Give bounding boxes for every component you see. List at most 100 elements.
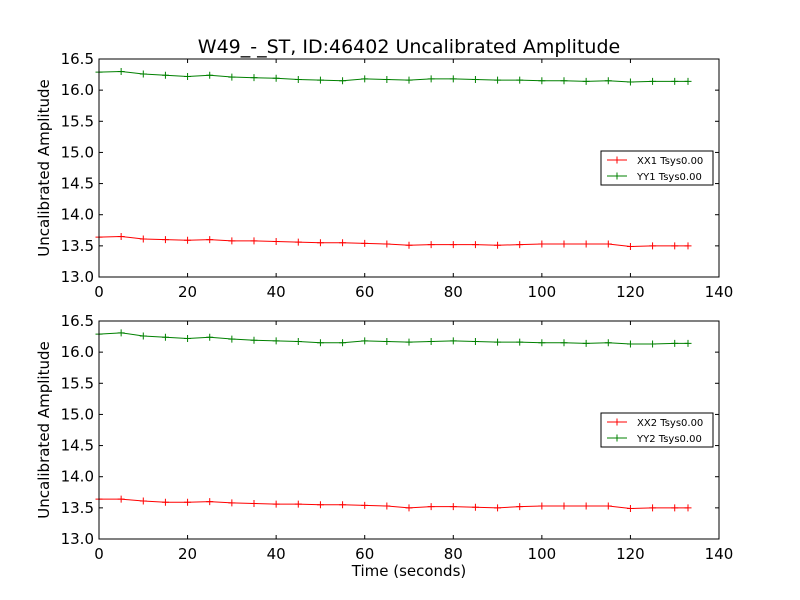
data-point: [494, 76, 502, 84]
data-point: [449, 241, 457, 249]
x-tick-label: 60: [355, 283, 374, 301]
y-tick-label: 13.0: [61, 268, 94, 286]
legend: XX1 Tsys0.00 YY1 Tsys0.00: [600, 150, 714, 186]
data-point: [161, 71, 169, 79]
data-point: [250, 237, 258, 245]
data-point: [604, 77, 612, 85]
data-point: [604, 339, 612, 347]
legend-label: XX1 Tsys0.00: [637, 156, 703, 167]
data-point: [560, 339, 568, 347]
data-point: [405, 338, 413, 346]
data-point: [117, 329, 125, 337]
x-tick-label: 40: [267, 545, 286, 563]
data-point: [427, 241, 435, 249]
data-point: [339, 339, 347, 347]
y-tick-label: 14.0: [61, 468, 94, 486]
y-tick-label: 15.5: [61, 374, 94, 392]
data-point: [626, 78, 634, 86]
data-point: [294, 338, 302, 346]
x-tick-label: 60: [355, 545, 374, 563]
data-point: [250, 499, 258, 507]
data-point: [228, 73, 236, 81]
data-point: [516, 338, 524, 346]
chart-title: W49_-_ST, ID:46402 Uncalibrated Amplitud…: [198, 36, 620, 58]
data-point: [604, 240, 612, 248]
data-point: [161, 498, 169, 506]
data-point: [471, 338, 479, 346]
data-point: [516, 503, 524, 511]
data-point: [684, 242, 692, 250]
data-point: [117, 495, 125, 503]
legend-item: YY2 Tsys0.00: [607, 434, 702, 445]
data-point: [361, 239, 369, 247]
data-point: [206, 71, 214, 79]
data-point: [339, 239, 347, 247]
x-tick-label: 40: [267, 283, 286, 301]
data-point: [671, 339, 679, 347]
x-tick-label: 100: [528, 545, 557, 563]
data-point: [383, 502, 391, 510]
data-point: [471, 241, 479, 249]
y-tick-label: 16.0: [61, 343, 94, 361]
x-tick-label: 20: [178, 283, 197, 301]
data-point: [184, 334, 192, 342]
series-1: [95, 233, 692, 250]
data-point: [582, 502, 590, 510]
x-tick-label: 0: [94, 283, 104, 301]
data-point: [684, 339, 692, 347]
data-point: [538, 240, 546, 248]
data-point: [339, 501, 347, 509]
data-point: [427, 338, 435, 346]
data-point: [139, 332, 147, 340]
data-point: [117, 233, 125, 241]
data-point: [139, 235, 147, 243]
data-point: [316, 501, 324, 509]
legend-box: [600, 412, 714, 448]
axes-frame: [98, 58, 720, 278]
series-line: [98, 332, 688, 345]
data-point: [383, 76, 391, 84]
x-tick-label: 120: [616, 545, 645, 563]
data-point: [538, 502, 546, 510]
data-point: [228, 335, 236, 343]
data-point: [316, 339, 324, 347]
data-point: [184, 72, 192, 80]
data-point: [538, 339, 546, 347]
y-tick-label: 15.5: [61, 112, 94, 130]
data-point: [649, 242, 657, 250]
data-point: [494, 241, 502, 249]
chart-panel-1: 0 20 40 60 80 100 120 140 13.0 13.5 14.0 14.5 15.0 15…: [35, 36, 733, 301]
x-tick-label: 80: [444, 545, 463, 563]
data-point: [560, 77, 568, 85]
y-axis-label: Uncalibrated Amplitude: [35, 79, 53, 256]
plots: 0 20 40 60 80 100 120 140 13.0 13.5 14.0 14.5 15.0 15…: [35, 36, 733, 580]
data-point: [383, 338, 391, 346]
y-tick-label: 13.5: [61, 499, 94, 517]
data-point: [361, 501, 369, 509]
y-tick-label: 16.5: [61, 50, 94, 68]
series-1: [95, 495, 692, 512]
y-tick-label: 16.5: [61, 312, 94, 330]
data-point: [427, 503, 435, 511]
legend-item: YY1 Tsys0.00: [607, 172, 702, 183]
y-tick-label: 13.5: [61, 237, 94, 255]
data-point: [228, 499, 236, 507]
y-tick-label: 13.0: [61, 530, 94, 548]
data-point: [361, 75, 369, 83]
data-point: [184, 498, 192, 506]
data-point: [604, 502, 612, 510]
data-point: [228, 237, 236, 245]
data-point: [272, 337, 280, 345]
data-point: [449, 503, 457, 511]
data-point: [671, 242, 679, 250]
series-line: [98, 70, 688, 83]
data-point: [516, 76, 524, 84]
data-point: [139, 497, 147, 505]
data-point: [516, 241, 524, 249]
y-tick-label: 14.5: [61, 437, 94, 455]
x-axis-label: Time (seconds): [351, 562, 467, 580]
legend-box: [600, 150, 714, 186]
legend-label: YY1 Tsys0.00: [636, 172, 702, 183]
